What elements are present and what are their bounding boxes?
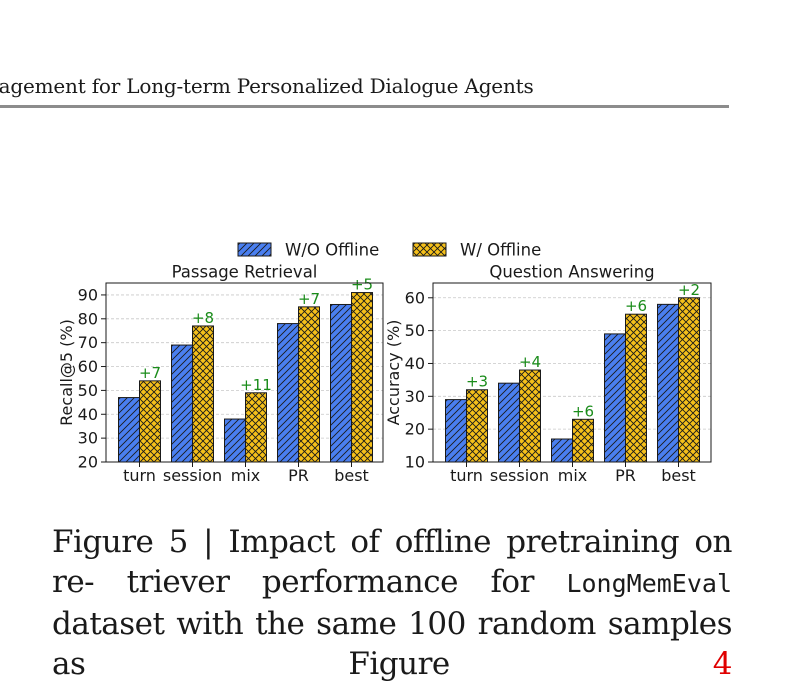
passage-retrievalbar-hatch-turn-wo-offline bbox=[118, 397, 140, 463]
passage-retrievaly-axis-label: Recall@5 (%) bbox=[57, 319, 76, 426]
figure-caption: Figure 5 | Impact of offline pretraining… bbox=[52, 522, 733, 684]
caption-line-1: Figure 5 | Impact of offline pretraining… bbox=[52, 524, 733, 600]
figure-5: W/O Offline W/ Offline 20 30 40 50 60 70 80 90 +7… bbox=[57, 241, 712, 485]
question-answeringytick-label: 60 bbox=[405, 288, 425, 307]
legend-swatch-hatch-1 bbox=[238, 243, 271, 256]
question-answeringdelta-label-best: +2 bbox=[678, 281, 700, 299]
passage-retrievalbar-hatch-session-wo-offline bbox=[171, 344, 193, 463]
legend-label-1: W/O Offline bbox=[285, 241, 379, 260]
passage-retrievaldelta-label-turn: +7 bbox=[139, 364, 161, 382]
passage-retrievalxtick-label-PR: PR bbox=[288, 466, 309, 485]
running-header: nagement for Long-term Personalized Dial… bbox=[0, 74, 534, 98]
chart-legend: W/O Offline W/ Offline bbox=[237, 241, 541, 260]
caption-line-2: triever performance for bbox=[126, 564, 567, 600]
question-answeringbar-hatch-turn-w-offline bbox=[466, 389, 488, 463]
chart-question-answering: 10 20 30 40 50 60 +3 turn +4 session +6 mix +6 PR +2 be… bbox=[384, 263, 712, 485]
caption-line-2-end: dataset bbox=[52, 606, 165, 642]
header-rule bbox=[0, 105, 729, 108]
question-answeringxtick-label-best: best bbox=[661, 466, 696, 485]
question-answeringbar-hatch-turn-wo-offline bbox=[445, 399, 467, 463]
question-answeringbar-hatch-mix-wo-offline bbox=[551, 438, 573, 463]
question-answeringxtick-label-PR: PR bbox=[615, 466, 636, 485]
passage-retrievalytick-label: 20 bbox=[78, 453, 98, 472]
passage-retrievalytick-label: 80 bbox=[78, 309, 98, 328]
question-answeringytick-label: 10 bbox=[405, 453, 425, 472]
passage-retrievalxtick-label-turn: turn bbox=[123, 466, 156, 485]
legend-label-2: W/ Offline bbox=[460, 241, 541, 260]
question-answeringbar-hatch-mix-w-offline bbox=[572, 418, 594, 463]
question-answeringdelta-label-session: +4 bbox=[519, 353, 541, 371]
question-answeringbar-hatch-best-wo-offline bbox=[657, 303, 679, 463]
question-answeringbar-hatch-session-wo-offline bbox=[498, 382, 520, 463]
passage-retrievalbar-hatch-PR-w-offline bbox=[298, 306, 320, 463]
question-answeringdelta-label-turn: +3 bbox=[466, 373, 488, 391]
question-answeringytick-label: 50 bbox=[405, 321, 425, 340]
passage-retrievalytick-label: 70 bbox=[78, 333, 98, 352]
question-answeringy-axis-label: Accuracy (%) bbox=[384, 320, 403, 426]
question-answeringplot-frame bbox=[432, 282, 712, 463]
question-answeringbar-hatch-best-w-offline bbox=[678, 297, 700, 463]
passage-retrievalchart-title: Passage Retrieval bbox=[172, 263, 318, 282]
question-answeringdelta-label-PR: +6 bbox=[625, 297, 647, 315]
passage-retrievalbar-hatch-session-w-offline bbox=[192, 325, 214, 463]
question-answeringxtick-label-mix: mix bbox=[558, 466, 588, 485]
question-answeringdelta-label-mix: +6 bbox=[572, 402, 594, 420]
passage-retrievalytick-label: 30 bbox=[78, 429, 98, 448]
passage-retrievalbar-hatch-turn-w-offline bbox=[139, 380, 161, 463]
question-answeringchart-title: Question Answering bbox=[489, 263, 654, 282]
question-answeringxtick-label-turn: turn bbox=[450, 466, 483, 485]
question-answeringbar-hatch-session-w-offline bbox=[519, 369, 541, 463]
passage-retrievalytick-label: 60 bbox=[78, 357, 98, 376]
passage-retrievalxtick-label-mix: mix bbox=[231, 466, 261, 485]
question-answeringbar-hatch-PR-w-offline bbox=[625, 313, 647, 463]
question-answeringbar-hatch-PR-wo-offline bbox=[604, 333, 626, 463]
passage-retrievalbar-hatch-PR-wo-offline bbox=[277, 323, 299, 463]
passage-retrievalytick-label: 40 bbox=[78, 405, 98, 424]
legend-swatch-hatch-2 bbox=[413, 243, 446, 256]
passage-retrievalytick-label: 50 bbox=[78, 381, 98, 400]
passage-retrievaldelta-label-session: +8 bbox=[192, 309, 214, 327]
passage-retrievalbar-hatch-mix-w-offline bbox=[245, 392, 267, 463]
chart-passage-retrieval: 20 30 40 50 60 70 80 90 +7 turn +8 session +11 mix +7 P… bbox=[57, 263, 384, 485]
passage-retrievalxtick-label-best: best bbox=[334, 466, 369, 485]
passage-retrievaldelta-label-PR: +7 bbox=[298, 290, 320, 308]
caption-figure-ref[interactable]: 4 bbox=[712, 646, 733, 682]
passage-retrievalytick-label: 90 bbox=[78, 285, 98, 304]
passage-retrievalplot-frame bbox=[105, 282, 384, 463]
question-answeringytick-label: 20 bbox=[405, 420, 425, 439]
passage-retrievaldelta-label-best: +5 bbox=[351, 276, 373, 294]
caption-dataset-name: LongMemEval bbox=[566, 569, 733, 598]
question-answeringytick-label: 30 bbox=[405, 387, 425, 406]
passage-retrievalbar-hatch-mix-wo-offline bbox=[224, 418, 246, 463]
passage-retrievalbar-hatch-best-w-offline bbox=[351, 292, 373, 463]
question-answeringxtick-label-session: session bbox=[490, 466, 549, 485]
question-answeringytick-label: 40 bbox=[405, 354, 425, 373]
passage-retrievalbar-hatch-best-wo-offline bbox=[330, 303, 352, 463]
passage-retrievalxtick-label-session: session bbox=[163, 466, 222, 485]
passage-retrievaldelta-label-mix: +11 bbox=[240, 376, 272, 394]
